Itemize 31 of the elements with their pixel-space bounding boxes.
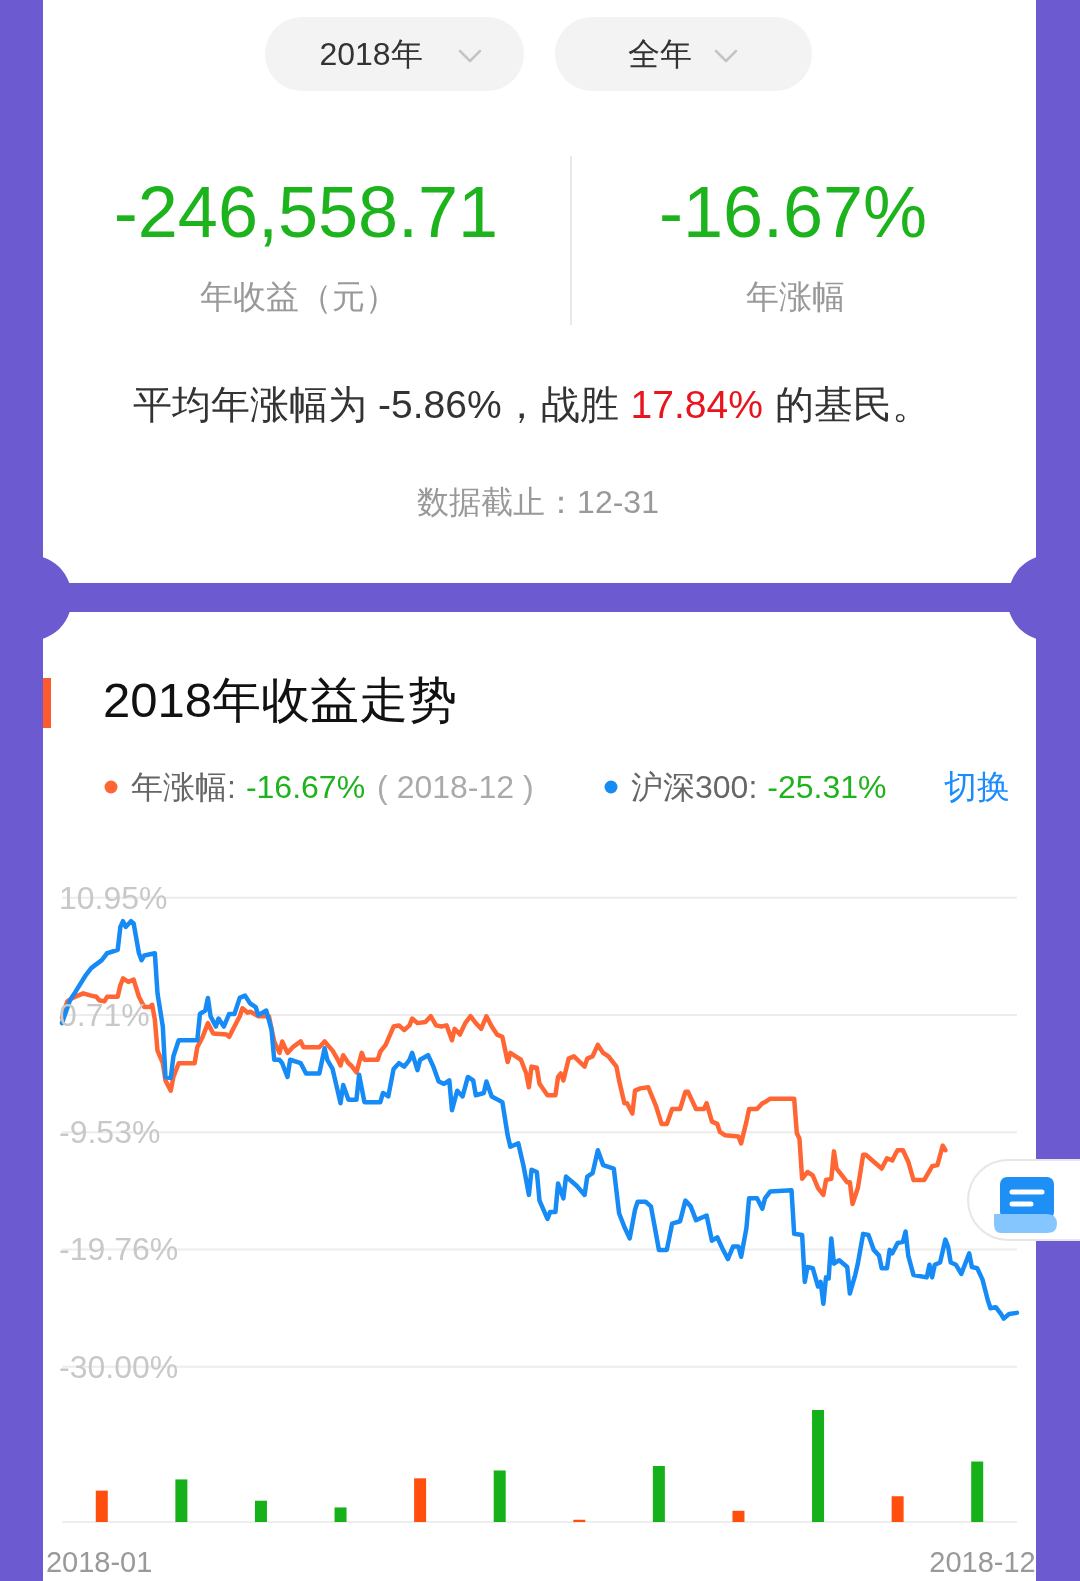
text: -16.67% <box>245 769 366 805</box>
text: 平均年涨幅为 -5.86%，战胜 <box>133 383 619 426</box>
bar <box>95 1490 108 1522</box>
legend-label: 年涨幅: <box>131 769 236 805</box>
bar <box>254 1500 267 1522</box>
x-tick-label: 2018-01 <box>45 1546 153 1578</box>
text: 17.84% <box>630 383 763 426</box>
text: 年涨幅 <box>745 278 845 315</box>
text: -25.31% <box>767 769 887 805</box>
bar <box>652 1466 665 1522</box>
text: ( 2018-12 ) <box>377 769 534 805</box>
x-tick-label: 2018-12 <box>929 1546 1036 1578</box>
text: -16.67% <box>658 172 928 252</box>
text: 切换 <box>944 768 1010 805</box>
text: 数据截止：12-31 <box>417 484 659 520</box>
bar <box>493 1470 506 1522</box>
bar <box>812 1410 825 1522</box>
bar <box>891 1496 904 1522</box>
text: 的基民。 <box>774 383 931 426</box>
text: -246,558.71 <box>113 172 499 252</box>
bar <box>971 1461 984 1522</box>
legend-label: 沪深300: <box>631 769 758 805</box>
text: 年收益（元） <box>200 278 398 315</box>
bar <box>732 1510 745 1522</box>
text: 全年 <box>628 36 692 72</box>
bar <box>334 1507 347 1522</box>
bar <box>414 1478 427 1522</box>
chart-title: 2018年收益走势 <box>103 673 458 727</box>
bar <box>175 1479 188 1522</box>
line-series <box>59 918 1020 1321</box>
text: 2018年 <box>319 36 423 72</box>
